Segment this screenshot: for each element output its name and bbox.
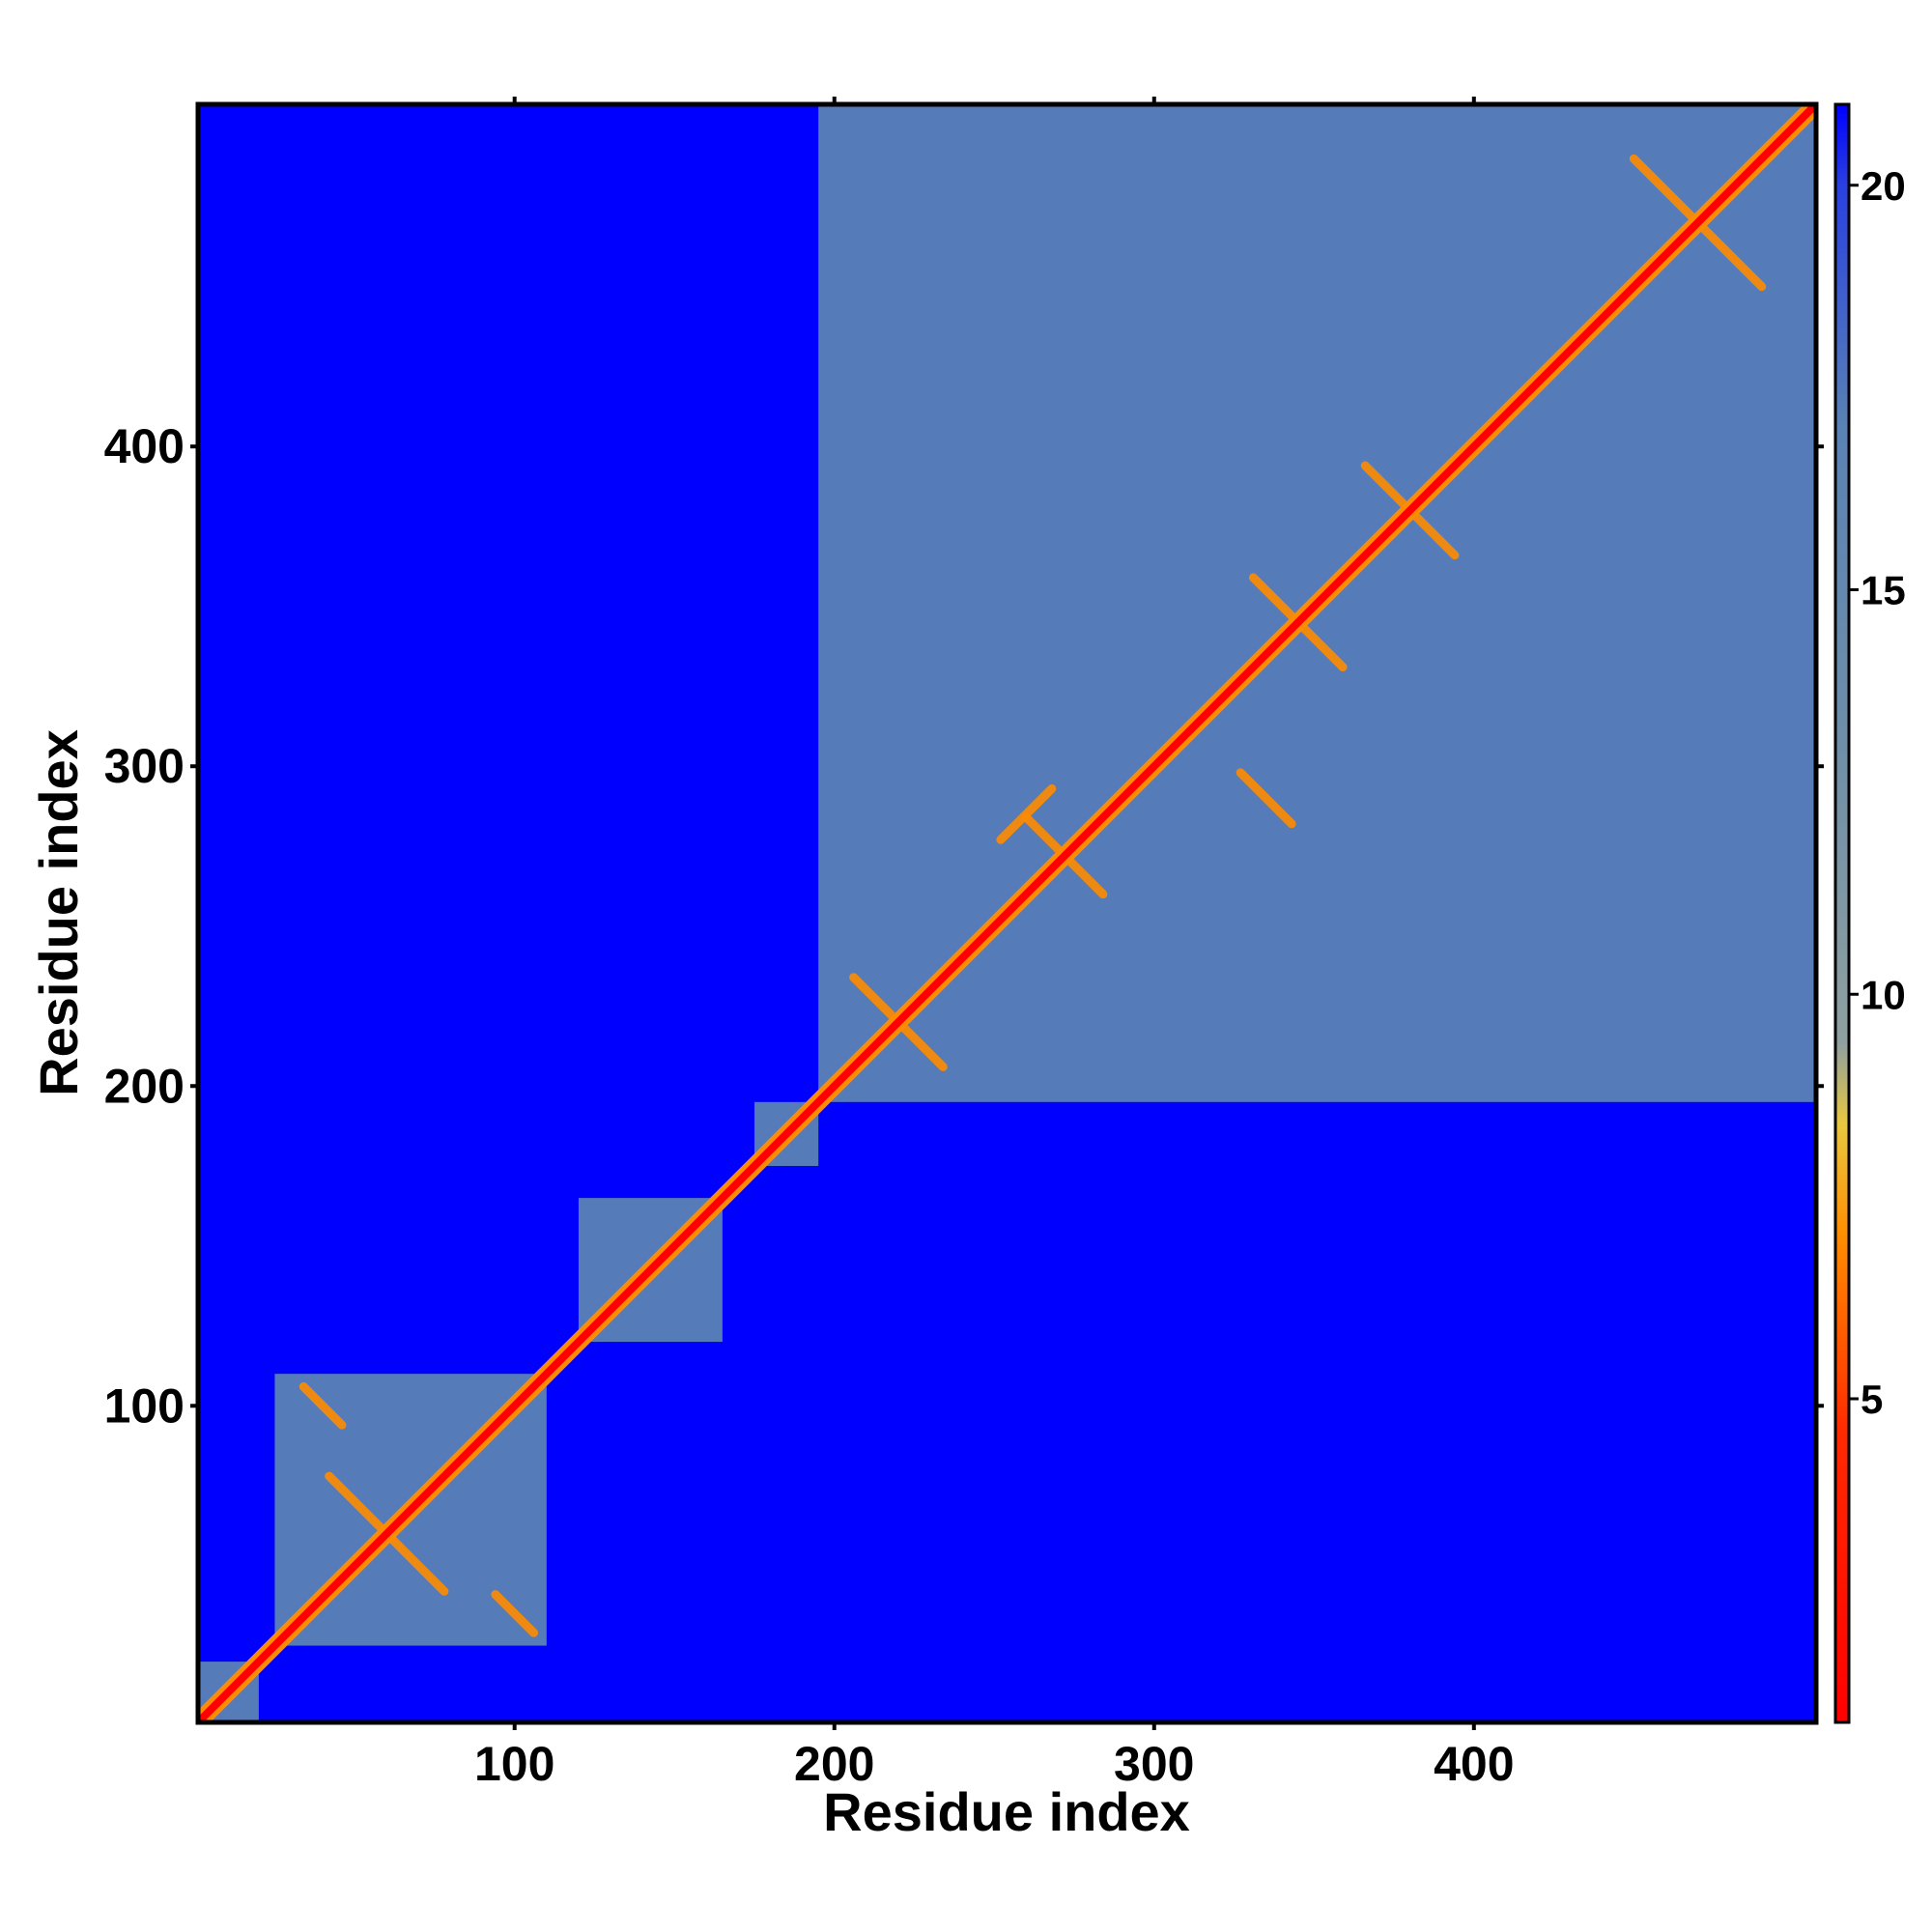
x-axis-title: Residue index [823,1781,1190,1842]
strand-contact [298,1381,347,1430]
plot-frame [195,101,1819,1725]
strand-contact [491,1590,539,1637]
x-tick-label: 200 [794,1737,874,1791]
y-tick-label: 300 [104,739,185,793]
x-axis: 100 200 300 400 [474,97,1515,1791]
colorbar-tick-label: 15 [1861,568,1906,613]
colorbar-tick-label: 10 [1861,972,1906,1017]
colorbar-tick-label: 5 [1861,1377,1883,1422]
colorbar-ticks: 5 10 15 20 [1849,163,1906,1422]
y-tick-label: 200 [104,1059,185,1113]
y-tick-label: 100 [104,1378,185,1433]
x-tick-label: 100 [474,1737,554,1791]
y-tick-label: 400 [104,419,185,473]
colorbar: 5 10 15 20 [1833,102,1906,1724]
y-axis: 100 200 300 400 [104,419,1824,1433]
strand-contact [1236,768,1296,829]
heatmap-cells [198,104,1816,1722]
x-tick-label: 300 [1114,1737,1194,1791]
x-tick-label: 400 [1434,1737,1514,1791]
diagonal-contacts [198,104,1816,1722]
colorbar-gradient [1833,102,1851,1724]
strand-contact [996,783,1057,844]
y-axis-title: Residue index [28,729,89,1096]
colorbar-tick-label: 20 [1861,163,1906,209]
diagonal-core [198,104,1816,1722]
